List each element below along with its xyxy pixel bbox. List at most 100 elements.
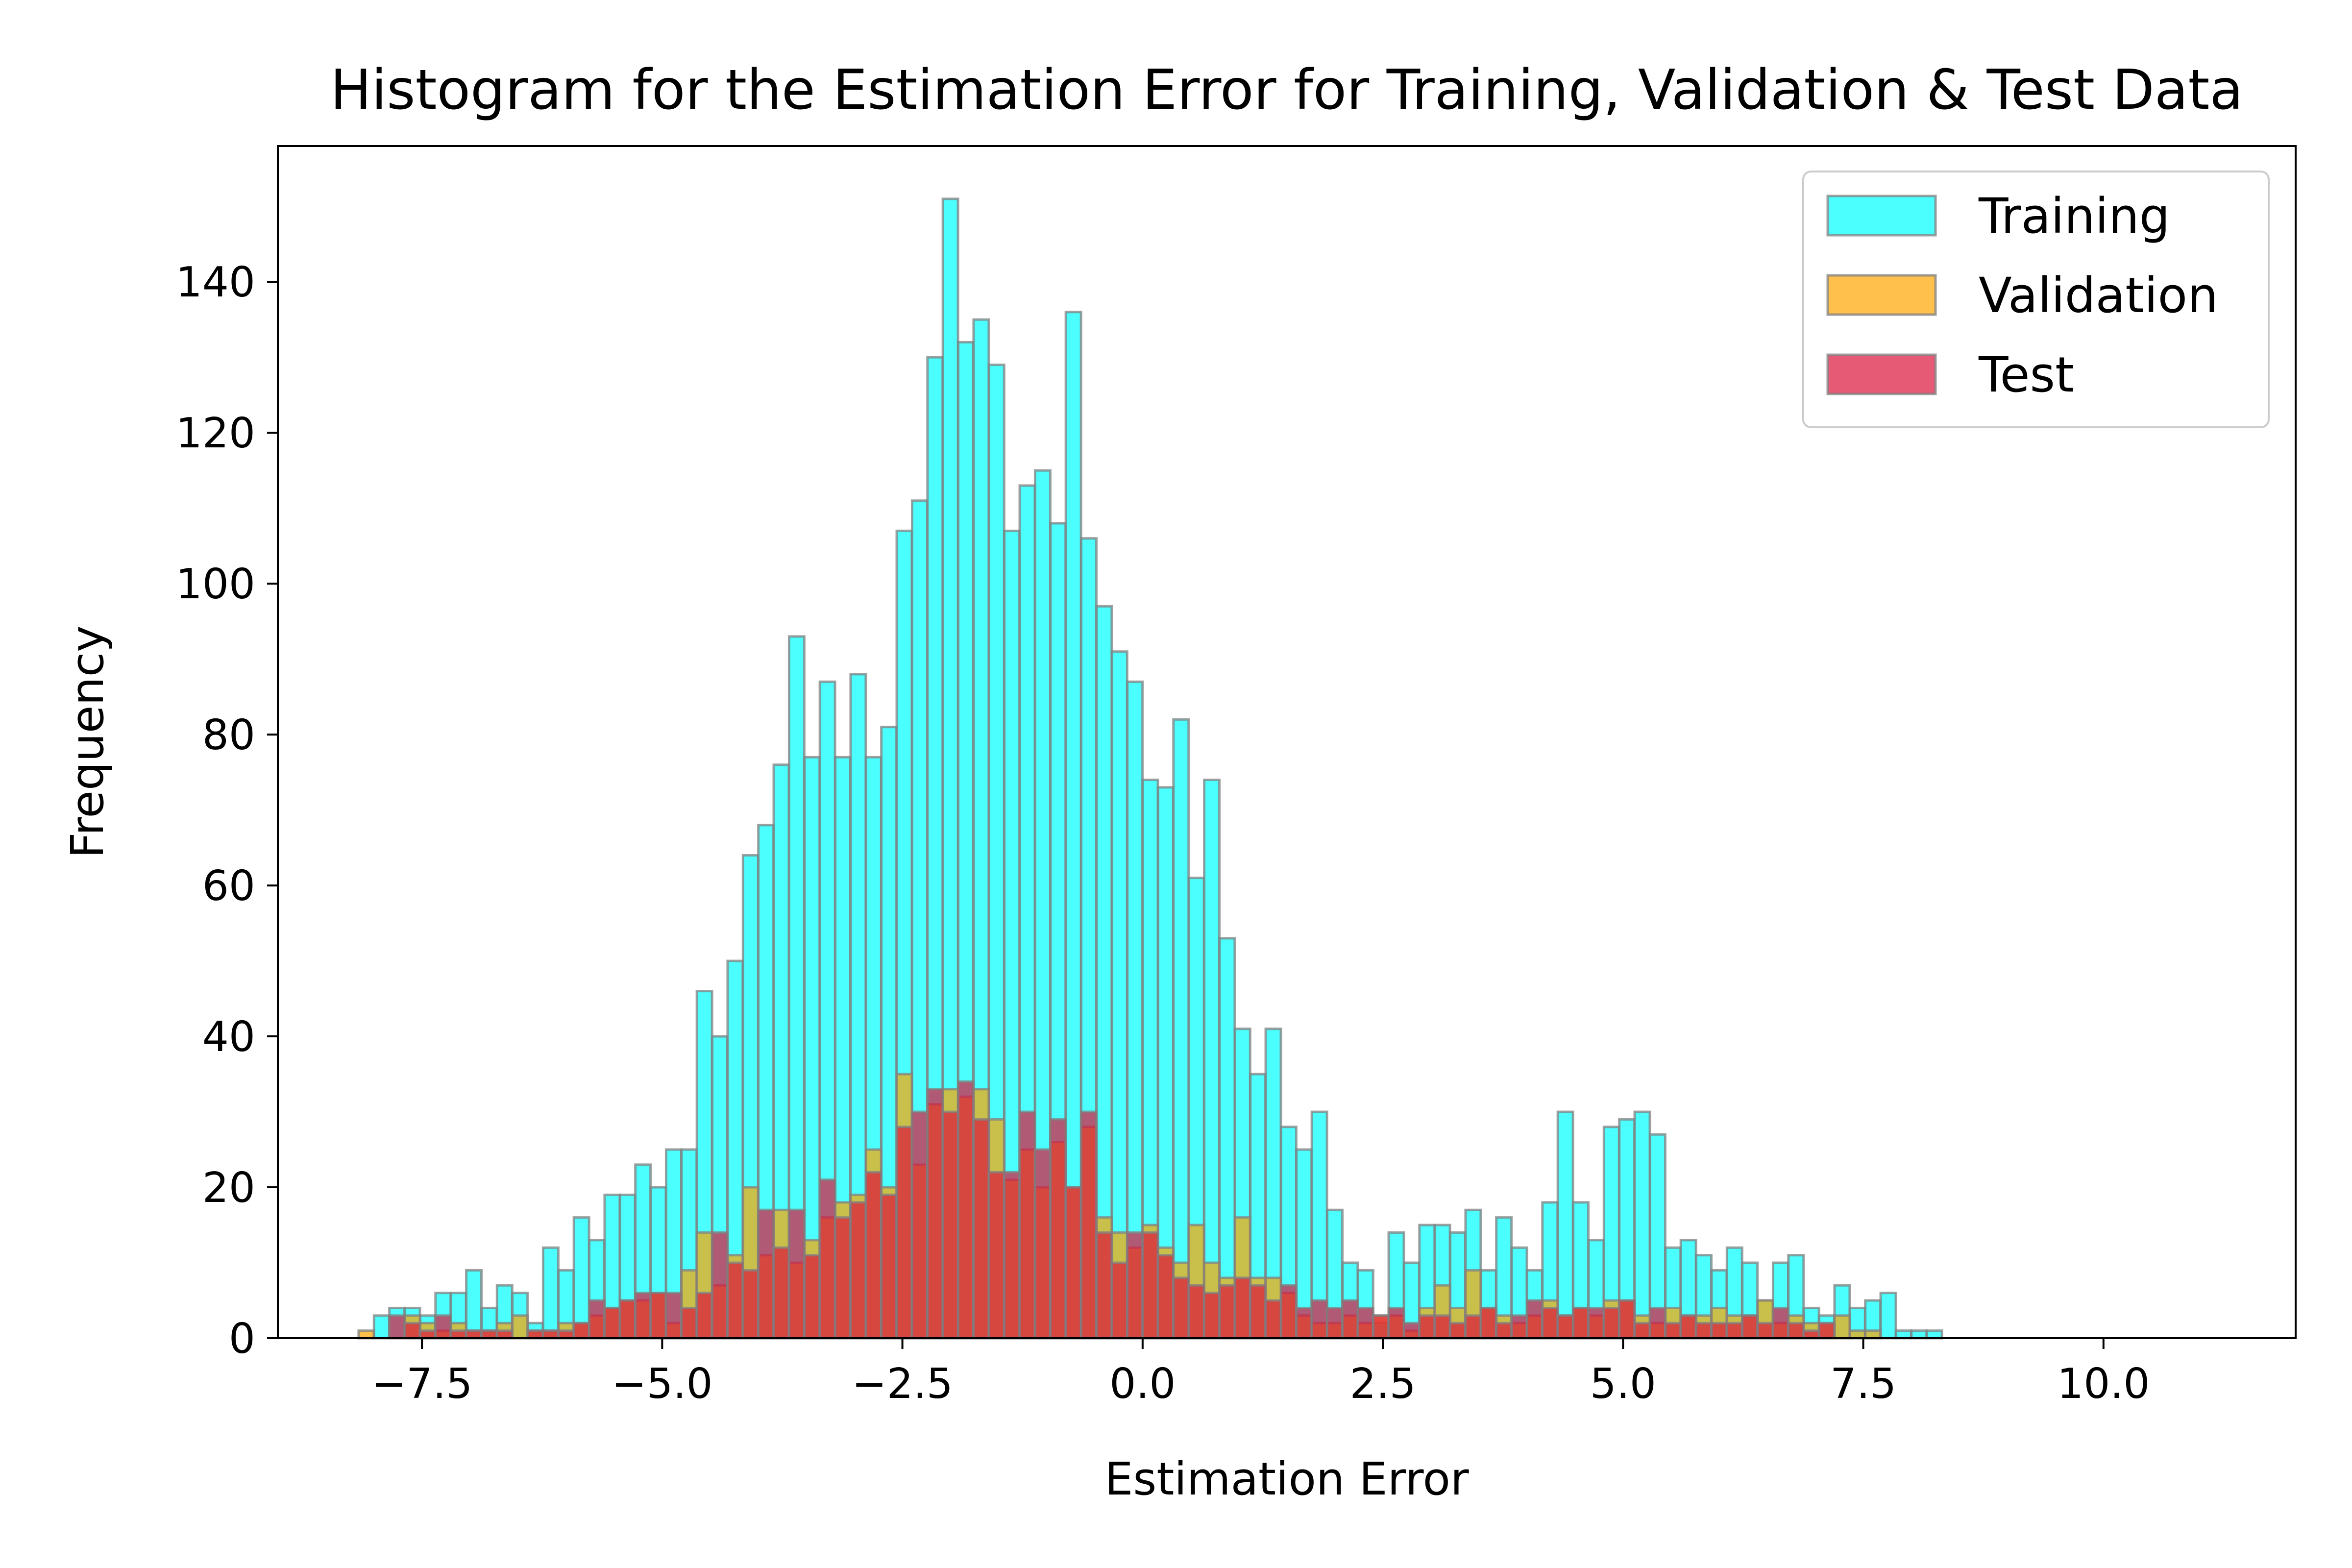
histogram-bar-test — [1172, 1276, 1190, 1340]
histogram-bar-test — [1310, 1299, 1328, 1340]
histogram-bar-test — [495, 1329, 514, 1340]
y-tick-label: 80 — [202, 711, 255, 760]
histogram-bar-test — [388, 1314, 406, 1340]
histogram-bar-test — [1710, 1322, 1728, 1340]
histogram-bar-test — [634, 1292, 652, 1340]
histogram-bar-test — [849, 1201, 867, 1340]
histogram-bar-training — [1879, 1292, 1897, 1340]
y-tick-label: 60 — [202, 862, 255, 910]
histogram-bar-training — [1218, 937, 1236, 1340]
histogram-bar-test — [1587, 1306, 1605, 1340]
histogram-bar-test — [757, 1208, 775, 1340]
x-tick-label: 10.0 — [2057, 1360, 2150, 1408]
histogram-bar-test — [418, 1329, 437, 1340]
histogram-bar-test — [1495, 1322, 1513, 1340]
histogram-bar-test — [1049, 1118, 1067, 1340]
histogram-bar-test — [1295, 1306, 1313, 1340]
histogram-bar-test — [1618, 1299, 1636, 1340]
histogram-bar-test — [772, 1246, 790, 1340]
histogram-bar-training — [1910, 1329, 1928, 1340]
histogram-bar-test — [1464, 1314, 1482, 1340]
histogram-bar-training — [1925, 1329, 1943, 1340]
histogram-bar-test — [1018, 1110, 1036, 1340]
histogram-bar-validation — [511, 1314, 529, 1340]
histogram-bar-test — [1033, 1148, 1052, 1340]
histogram-bar-test — [1279, 1284, 1298, 1340]
legend-swatch-test — [1826, 353, 1937, 395]
histogram-bar-test — [1449, 1322, 1467, 1340]
histogram-bar-test — [541, 1329, 560, 1340]
histogram-bar-test — [972, 1118, 990, 1340]
histogram-bar-test — [1818, 1322, 1836, 1340]
x-axis-title: Estimation Error — [1104, 1453, 1469, 1505]
histogram-bar-test — [1664, 1322, 1682, 1340]
histogram-bar-training — [1633, 1110, 1651, 1340]
histogram-bar-training — [1203, 778, 1221, 1340]
histogram-bar-test — [1510, 1314, 1528, 1340]
y-tick-label: 20 — [202, 1164, 255, 1212]
histogram-bar-test — [1233, 1276, 1251, 1340]
legend-label-training: Training — [1978, 188, 2170, 245]
histogram-bar-test — [1356, 1306, 1374, 1340]
histogram-bar-test — [1110, 1261, 1128, 1340]
histogram-bar-training — [572, 1216, 590, 1340]
legend-label-validation: Validation — [1979, 268, 2218, 324]
histogram-bar-test — [526, 1329, 544, 1340]
histogram-bar-test — [1602, 1306, 1620, 1340]
histogram-bar-training — [1894, 1329, 1912, 1340]
histogram-bar-test — [465, 1329, 483, 1340]
histogram-bar-test — [1341, 1299, 1359, 1340]
histogram-bar-test — [834, 1216, 852, 1340]
histogram-bar-test — [1756, 1322, 1774, 1340]
histogram-bar-test — [1156, 1254, 1175, 1340]
legend-swatch-validation — [1826, 274, 1937, 316]
series-test-bars — [388, 1080, 1836, 1340]
histogram-bar-test — [1695, 1322, 1713, 1340]
y-tick-label: 0 — [229, 1315, 255, 1363]
histogram-bar-test — [1003, 1171, 1021, 1340]
histogram-bar-test — [1525, 1299, 1544, 1340]
histogram-bar-test — [1572, 1306, 1590, 1340]
y-tick-label: 140 — [176, 258, 255, 307]
histogram-bar-test — [1479, 1306, 1497, 1340]
histogram-bar-test — [957, 1080, 975, 1340]
histogram-bar-test — [1648, 1306, 1666, 1340]
plot-frame — [277, 145, 2297, 1339]
histogram-bar-test — [1218, 1284, 1236, 1340]
histogram-bar-test — [680, 1306, 698, 1340]
histogram-bar-test — [1203, 1292, 1221, 1340]
histogram-bar-test — [588, 1299, 606, 1340]
histogram-bar-test — [695, 1292, 713, 1340]
histogram-bar-test — [741, 1269, 760, 1340]
histogram-bar-test — [1126, 1231, 1144, 1340]
histogram-bar-test — [557, 1329, 575, 1340]
histogram-bar-test — [1249, 1284, 1267, 1340]
x-tick-label: −2.5 — [852, 1360, 953, 1408]
histogram-bar-test — [1141, 1231, 1159, 1340]
histogram-bar-test — [711, 1231, 729, 1340]
histogram-bar-test — [787, 1208, 806, 1340]
histogram-bar-test — [1372, 1314, 1390, 1340]
histogram-bar-test — [403, 1322, 421, 1340]
histogram-bar-test — [1187, 1284, 1205, 1340]
histogram-bar-test — [864, 1171, 882, 1340]
histogram-bar-test — [895, 1126, 913, 1340]
histogram-bar-test — [664, 1292, 683, 1340]
histogram-bar-test — [1633, 1322, 1651, 1340]
histogram-bar-training — [465, 1269, 483, 1340]
histogram-bar-test — [1725, 1322, 1743, 1340]
x-axis-ticks: −7.5 −5.0 −2.5 0.0 2.5 5.0 7.5 10.0 — [371, 1338, 2150, 1408]
legend-label-test: Test — [1978, 347, 2074, 403]
histogram-bar-test — [1741, 1314, 1759, 1340]
histogram-bar-test — [1064, 1186, 1082, 1340]
x-tick-label: −5.0 — [612, 1360, 712, 1408]
histogram-bar-test — [880, 1193, 898, 1340]
legend: Training Validation Test — [1802, 171, 2270, 428]
histogram-bar-test — [1264, 1299, 1282, 1340]
histogram-bar-test — [1402, 1322, 1421, 1340]
histogram-bars — [357, 197, 1943, 1340]
x-tick-label: 5.0 — [1590, 1360, 1656, 1408]
y-axis-title: Frequency — [61, 625, 114, 858]
histogram-bar-validation — [1848, 1329, 1866, 1340]
